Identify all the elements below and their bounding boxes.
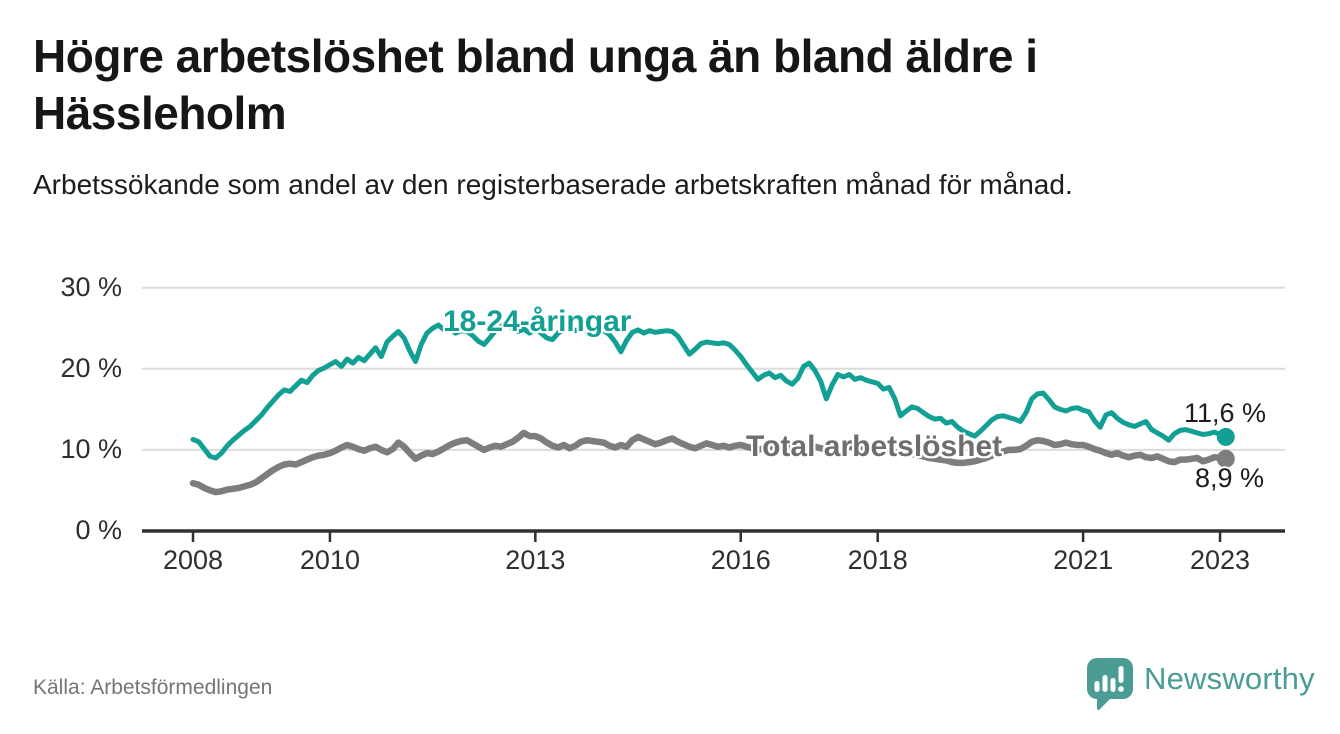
series-end-dot-youth bbox=[1216, 427, 1235, 446]
series-label-total: Total arbetslöshet bbox=[746, 430, 1003, 463]
speech-bubble-shape bbox=[1087, 658, 1133, 711]
chart-subtitle: Arbetssökande som andel av den registerb… bbox=[33, 169, 1073, 200]
x-axis-tick-label: 2016 bbox=[710, 545, 771, 575]
source-note: Källa: Arbetsförmedlingen bbox=[33, 676, 273, 699]
y-axis-tick-label: 30 % bbox=[60, 271, 122, 302]
x-axis-tick-label: 2013 bbox=[505, 545, 566, 575]
exclamation-bar bbox=[1118, 666, 1124, 683]
newsworthy-logo-icon bbox=[1087, 658, 1133, 711]
x-axis-tick-label: 2008 bbox=[162, 545, 224, 575]
value-label-total: 8,9 % bbox=[1195, 463, 1265, 493]
x-axis-tick-label: 2023 bbox=[1190, 545, 1251, 575]
x-axis-tick-label: 2021 bbox=[1053, 545, 1114, 575]
series-line-youth bbox=[190, 321, 1229, 461]
x-axis-tick-label: 2010 bbox=[299, 545, 360, 575]
newsworthy-logo: Newsworthy bbox=[1086, 656, 1315, 712]
bar-chart-bar-2 bbox=[1102, 675, 1108, 692]
y-axis-tick-label: 0 % bbox=[75, 515, 122, 545]
series-end-dot-total bbox=[1216, 449, 1235, 468]
page-title: Högre arbetslöshet bland unga än bland ä… bbox=[33, 30, 1038, 139]
exclamation-dot bbox=[1118, 686, 1124, 692]
value-label-youth: 11,6 % bbox=[1184, 398, 1267, 428]
y-axis-tick-label: 20 % bbox=[60, 352, 122, 383]
bar-chart-bar-1 bbox=[1094, 681, 1100, 692]
x-axis-tick-label: 2018 bbox=[847, 545, 908, 575]
series-line-total bbox=[189, 429, 1230, 496]
series-label-youth: 18-24-åringar bbox=[443, 305, 632, 338]
newsworthy-wordmark: Newsworthy bbox=[1144, 661, 1315, 696]
y-axis-tick-label: 10 % bbox=[60, 433, 122, 464]
bar-chart-bar-3 bbox=[1110, 678, 1116, 692]
